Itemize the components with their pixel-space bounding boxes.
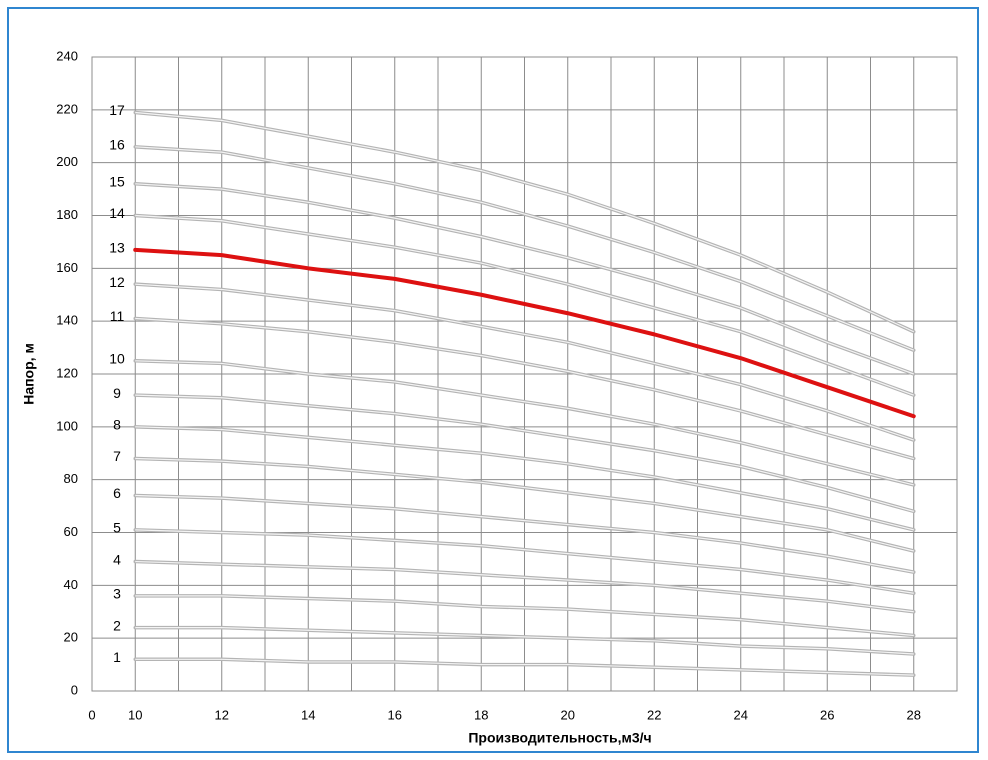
curve-highlight — [135, 317, 914, 460]
y-tick-label: 100 — [56, 418, 78, 433]
curve-highlight — [135, 183, 914, 375]
x-tick-label: 0 — [88, 707, 95, 722]
curve-highlight — [135, 111, 914, 333]
curve-highlight — [135, 426, 914, 531]
curve-highlight — [135, 658, 914, 676]
curve-label: 13 — [109, 240, 125, 256]
y-tick-label: 160 — [56, 260, 78, 275]
curve-label: 3 — [113, 586, 121, 602]
y-tick-label: 20 — [64, 630, 78, 645]
y-tick-label: 60 — [64, 524, 78, 539]
x-tick-label: 18 — [474, 707, 488, 722]
curve-label: 9 — [113, 385, 121, 401]
curve-highlight — [135, 394, 914, 512]
curve-label: 6 — [113, 485, 121, 501]
x-axis-title: Производительность,м3/ч — [468, 730, 651, 746]
curve-highlight — [135, 360, 914, 486]
curve-label: 12 — [109, 274, 125, 290]
y-tick-label: 200 — [56, 154, 78, 169]
x-tick-label: 10 — [128, 707, 142, 722]
curve — [133, 247, 916, 419]
curve-highlight — [135, 529, 914, 594]
y-tick-label: 80 — [64, 471, 78, 486]
y-tick-label: 140 — [56, 313, 78, 328]
curve-label: 17 — [109, 102, 125, 118]
curve-highlight — [135, 457, 914, 552]
curve-highlight — [135, 560, 914, 613]
curve-label: 10 — [109, 350, 125, 366]
x-tick-label: 16 — [388, 707, 402, 722]
curve-label: 8 — [113, 417, 121, 433]
curve-label: 1 — [113, 649, 121, 665]
x-tick-label: 26 — [820, 707, 834, 722]
y-tick-label: 0 — [71, 682, 78, 697]
curve-label: 7 — [113, 448, 121, 464]
curve-highlight — [135, 595, 914, 637]
x-tick-label: 22 — [647, 707, 661, 722]
curve-label: 5 — [113, 520, 121, 536]
x-tick-label: 20 — [561, 707, 575, 722]
curve-highlight — [135, 494, 914, 573]
curve-label: 11 — [110, 308, 125, 324]
y-tick-label: 180 — [56, 207, 78, 222]
y-tick-label: 40 — [64, 577, 78, 592]
x-tick-label: 28 — [907, 707, 921, 722]
curve-highlight — [135, 626, 914, 655]
curve-highlight — [135, 214, 914, 396]
y-axis-title: Напор, м — [21, 343, 37, 405]
curve-label: 15 — [109, 174, 125, 190]
curve-label: 16 — [109, 137, 125, 153]
x-tick-label: 24 — [734, 707, 748, 722]
curve-label: 2 — [113, 617, 121, 633]
y-tick-label: 120 — [56, 365, 78, 380]
x-tick-label: 14 — [301, 707, 315, 722]
y-tick-label: 220 — [56, 101, 78, 116]
y-tick-label: 240 — [56, 48, 78, 63]
curve-label: 14 — [109, 205, 125, 221]
curve-highlight — [135, 146, 914, 351]
curve-label: 4 — [113, 551, 121, 567]
curve-highlight — [135, 283, 914, 441]
x-tick-label: 12 — [215, 707, 229, 722]
